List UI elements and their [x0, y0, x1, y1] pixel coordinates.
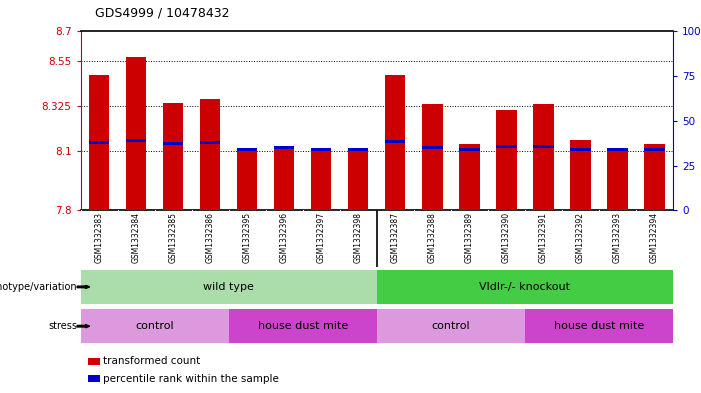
Bar [377, 309, 525, 343]
Bar [81, 270, 377, 304]
Bar [607, 149, 627, 151]
Bar [81, 309, 229, 343]
Bar [200, 99, 220, 210]
Bar [570, 149, 590, 151]
Bar [163, 103, 184, 210]
Text: GSM1332390: GSM1332390 [502, 212, 511, 263]
Bar [644, 144, 665, 210]
Bar [496, 110, 517, 210]
Bar [459, 144, 479, 210]
Bar [385, 140, 405, 143]
Bar [422, 104, 442, 210]
Bar [348, 151, 369, 210]
Text: wild type: wild type [203, 282, 254, 292]
Bar [422, 146, 442, 149]
Bar [533, 145, 554, 148]
Bar [200, 141, 220, 144]
Text: GSM1332394: GSM1332394 [650, 212, 659, 263]
Bar [533, 104, 554, 210]
Text: GDS4999 / 10478432: GDS4999 / 10478432 [95, 7, 229, 20]
Bar [237, 149, 257, 151]
Bar [274, 146, 294, 149]
Text: control: control [135, 321, 174, 331]
Text: GSM1332396: GSM1332396 [280, 212, 289, 263]
Bar [459, 149, 479, 151]
Text: house dust mite: house dust mite [258, 321, 348, 331]
Bar [311, 149, 332, 151]
Bar [570, 140, 590, 210]
Text: GSM1332387: GSM1332387 [390, 212, 400, 263]
Bar [126, 140, 147, 142]
Bar [311, 151, 332, 210]
Text: control: control [432, 321, 470, 331]
Text: GSM1332391: GSM1332391 [539, 212, 548, 263]
Bar [348, 149, 369, 151]
Text: GSM1332383: GSM1332383 [95, 212, 104, 263]
Bar [163, 142, 184, 145]
Text: stress: stress [48, 321, 77, 331]
Bar [496, 145, 517, 148]
Bar [377, 270, 673, 304]
Bar [525, 309, 673, 343]
Text: percentile rank within the sample: percentile rank within the sample [103, 374, 279, 384]
Bar [89, 75, 109, 210]
Text: GSM1332398: GSM1332398 [354, 212, 363, 263]
Bar [644, 149, 665, 151]
Text: GSM1332385: GSM1332385 [169, 212, 177, 263]
Text: GSM1332395: GSM1332395 [243, 212, 252, 263]
Text: Vldlr-/- knockout: Vldlr-/- knockout [479, 282, 571, 292]
Text: house dust mite: house dust mite [554, 321, 644, 331]
Bar [126, 57, 147, 210]
Bar [229, 309, 376, 343]
Text: GSM1332389: GSM1332389 [465, 212, 474, 263]
Text: GSM1332397: GSM1332397 [317, 212, 326, 263]
Text: GSM1332393: GSM1332393 [613, 212, 622, 263]
Text: transformed count: transformed count [103, 356, 200, 366]
Bar [237, 151, 257, 210]
Bar [274, 148, 294, 210]
Bar [385, 75, 405, 210]
Bar [89, 141, 109, 144]
Text: GSM1332386: GSM1332386 [205, 212, 215, 263]
Text: GSM1332388: GSM1332388 [428, 212, 437, 263]
Text: GSM1332384: GSM1332384 [132, 212, 141, 263]
Bar [607, 150, 627, 210]
Text: GSM1332392: GSM1332392 [576, 212, 585, 263]
Text: genotype/variation: genotype/variation [0, 282, 77, 292]
